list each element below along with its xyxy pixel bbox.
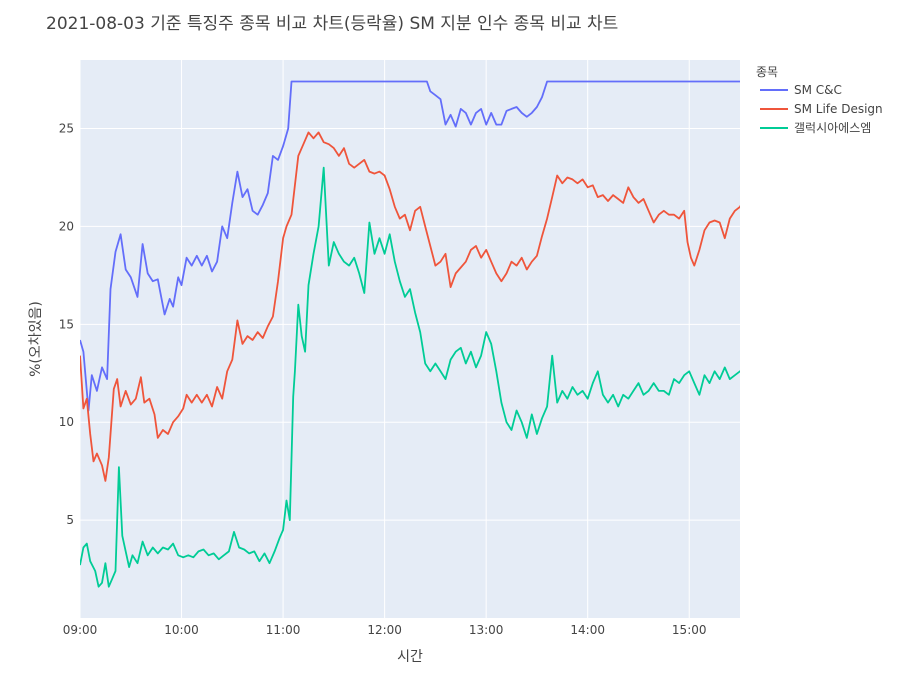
- y-tick-label: 5: [66, 513, 74, 527]
- x-tick-label: 13:00: [469, 623, 504, 637]
- legend-label: 갤럭시아에스엠: [794, 121, 871, 135]
- x-tick-label: 15:00: [672, 623, 707, 637]
- y-tick-label: 15: [59, 317, 74, 331]
- x-tick-label: 10:00: [164, 623, 199, 637]
- series-line-1: [80, 80, 740, 412]
- x-tick-label: 14:00: [570, 623, 605, 637]
- series-line-3: [80, 166, 740, 588]
- series-lines: [80, 80, 740, 588]
- series-line-2: [80, 131, 740, 482]
- y-tick-label: 25: [59, 122, 74, 136]
- chart-title: 2021-08-03 기준 특징주 종목 비교 차트(등락율) SM 지분 인수…: [46, 14, 618, 34]
- y-tick-label: 10: [59, 415, 74, 429]
- x-tick-label: 12:00: [367, 623, 402, 637]
- y-axis-title: %(오차있음): [28, 301, 44, 377]
- plot-area: [80, 60, 740, 618]
- legend-label: SM C&C: [794, 83, 842, 97]
- y-tick-label: 20: [59, 219, 74, 233]
- x-axis-ticks: 09:00 10:00 11:00 12:00 13:00 14:00 15:00: [63, 623, 707, 637]
- x-axis-title: 시간: [397, 649, 423, 665]
- legend-title: 종목: [756, 65, 778, 79]
- legend-label: SM Life Design: [794, 102, 883, 116]
- y-axis-ticks: 5 10 15 20 25: [59, 122, 74, 528]
- x-tick-label: 09:00: [63, 623, 98, 637]
- x-tick-label: 11:00: [266, 623, 301, 637]
- grid: [79, 60, 740, 618]
- legend: 종목 SM C&C SM Life Design 갤럭시아에스엠: [756, 65, 883, 135]
